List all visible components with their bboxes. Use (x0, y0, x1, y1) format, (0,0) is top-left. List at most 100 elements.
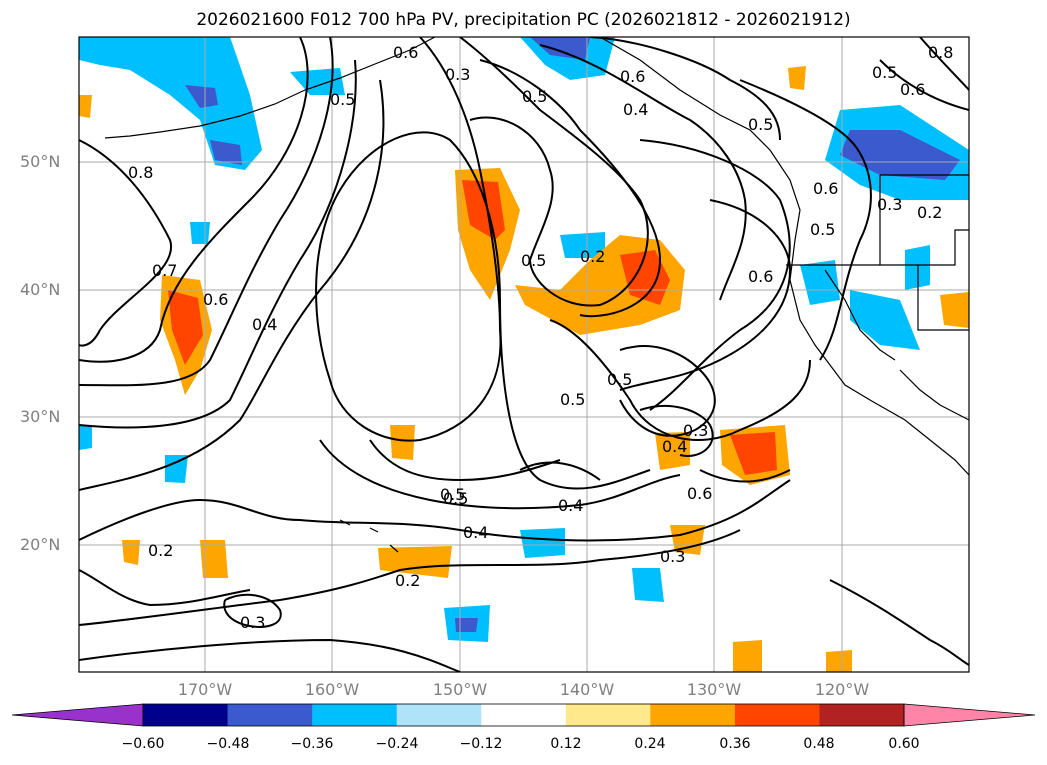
colorbar-tick-label: −0.36 (290, 736, 334, 752)
precip-positive-region (122, 540, 140, 565)
colorbar-segment (481, 704, 567, 726)
colorbar-tick-label: −0.24 (375, 736, 419, 752)
map-title: 2026021600 F012 700 hPa PV, precipitatio… (196, 10, 851, 30)
precip-positive-region (733, 640, 762, 672)
contour-label: 0.4 (558, 496, 583, 515)
precip-negative-region (800, 260, 840, 305)
contour-label: 0.5 (872, 63, 897, 82)
colorbar-tick-label: −0.60 (121, 736, 165, 752)
colorbar-tick-label: 0.12 (550, 736, 582, 752)
colorbar-tick-label: 0.60 (888, 736, 920, 752)
lon-label-170w: 170°W (177, 680, 233, 699)
precip-positive-region (200, 540, 228, 578)
precip-negative-region (632, 568, 664, 602)
precip-positive-core (462, 180, 505, 240)
colorbar-segment (734, 704, 820, 726)
contour-label: 0.6 (687, 484, 712, 503)
contour-label: 0.6 (393, 43, 418, 62)
lat-label-30n: 30°N (20, 407, 61, 426)
precip-negative-region (79, 37, 262, 170)
colorbar-tick-label: 0.48 (803, 736, 835, 752)
precip-positive-region (670, 525, 705, 555)
contour-label: 0.6 (203, 290, 228, 309)
contour-label: 0.5 (810, 220, 835, 239)
contour-label: 0.3 (683, 421, 708, 440)
contour-label: 0.6 (900, 80, 925, 99)
colorbar-tick-label: 0.36 (719, 736, 751, 752)
contour-label: 0.5 (440, 485, 465, 504)
contour-label: 0.6 (620, 67, 645, 86)
precip-positive-region (378, 546, 452, 578)
lon-label-150w: 150°W (432, 680, 488, 699)
precip-negative-core (455, 618, 478, 632)
precip-positive-region (79, 95, 92, 118)
contour-label: 0.2 (917, 203, 942, 222)
colorbar-extend-low (11, 703, 144, 727)
contour-label: 0.6 (748, 267, 773, 286)
precip-positive-region (788, 66, 806, 90)
colorbar-segment (312, 704, 398, 726)
precip-negative-region (520, 528, 565, 558)
precip-negative-core (530, 37, 590, 60)
precip-negative-region (79, 425, 92, 450)
lat-label-50n: 50°N (20, 152, 61, 171)
contour-label: 0.5 (607, 370, 632, 389)
map-frame (78, 36, 970, 673)
contour-label: 0.3 (660, 547, 685, 566)
contour-label: 0.4 (463, 523, 488, 542)
contour-label: 0.3 (240, 613, 265, 632)
colorbar (11, 703, 1036, 727)
precip-negative-region (560, 232, 605, 258)
contour-label: 0.5 (330, 90, 355, 109)
contour-label: 0.7 (152, 261, 177, 280)
colorbar-frame (142, 703, 905, 727)
contour-label: 0.2 (148, 541, 173, 560)
precip-positive-core (730, 432, 777, 475)
pv-contours (79, 37, 969, 672)
colorbar-tick-label: −0.48 (206, 736, 250, 752)
contour-label: 0.4 (662, 437, 687, 456)
contour-label: 0.2 (395, 571, 420, 590)
colorbar-tick-label: 0.24 (634, 736, 666, 752)
precip-negative-region (165, 455, 188, 483)
contour-label: 0.2 (580, 247, 605, 266)
colorbar-tick-label: −0.12 (459, 736, 503, 752)
precip-negative-region (850, 290, 920, 350)
lon-label-120w: 120°W (814, 680, 870, 699)
graticule (79, 37, 969, 672)
colorbar-segment (650, 704, 736, 726)
contour-label: 0.5 (522, 87, 547, 106)
precip-positive-region (655, 432, 690, 470)
colorbar-extend-high (903, 703, 1036, 727)
colorbar-segment (227, 704, 313, 726)
precip-negative-core (840, 130, 960, 180)
contour-label: 0.3 (877, 195, 902, 214)
lon-label-140w: 140°W (559, 680, 615, 699)
colorbar-segment (819, 704, 905, 726)
precip-negative-core (210, 140, 242, 165)
contour-label: 0.8 (128, 163, 153, 182)
contour-label: 0.5 (748, 115, 773, 134)
contour-label: 0.3 (445, 65, 470, 84)
colorbar-segment (396, 704, 482, 726)
contour-label: 0.4 (623, 100, 648, 119)
precip-positive-core (168, 290, 203, 365)
lon-label-160w: 160°W (304, 680, 360, 699)
contour-label: 0.4 (252, 315, 277, 334)
lat-label-20n: 20°N (20, 535, 61, 554)
colorbar-segment (143, 704, 229, 726)
colorbar-segment (565, 704, 651, 726)
precip-positive-region (940, 292, 969, 328)
contour-label: 0.5 (443, 489, 468, 508)
precip-positive-region (390, 425, 415, 460)
lon-label-130w: 130°W (686, 680, 742, 699)
precip-positive-region (826, 650, 852, 672)
contour-label: 0.6 (813, 179, 838, 198)
contour-label: 0.5 (560, 390, 585, 409)
precip-negative-region (190, 222, 210, 244)
contour-labels: 0.8 0.7 0.6 0.4 0.3 0.5 0.4 0.5 0.2 0.5 … (128, 43, 953, 632)
contour-label: 0.5 (521, 251, 546, 270)
precip-positive-core (620, 250, 670, 305)
lat-label-40n: 40°N (20, 280, 61, 299)
